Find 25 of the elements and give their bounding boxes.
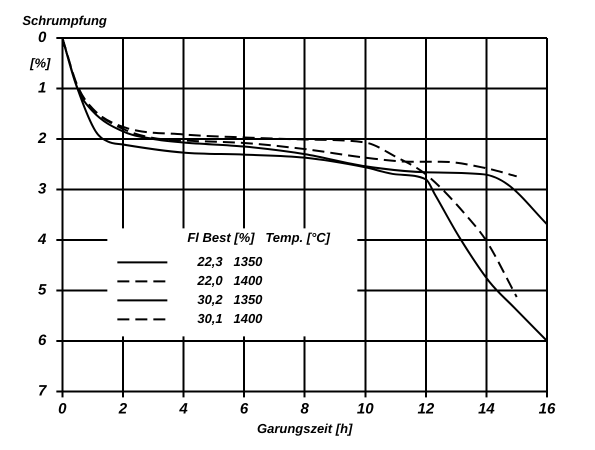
y-tick-label: 5 [38, 282, 47, 299]
y-tick-label: 1 [38, 80, 46, 97]
text: [%] [29, 56, 52, 71]
legend-label: 30,1 1400 [197, 310, 264, 326]
x-tick-label: 16 [538, 400, 556, 418]
x-tick-label: 14 [478, 400, 496, 418]
y-tick-label: 6 [38, 332, 47, 350]
y-tick-label: 0 [38, 29, 47, 46]
x-tick-label: 6 [240, 400, 249, 418]
x-tick-label: 4 [178, 400, 188, 418]
x-axis-title: Garungszeit [h] [257, 420, 354, 436]
legend-title: Fl Best [%] Temp. [°C] [187, 230, 331, 245]
y-tick-label: 4 [37, 231, 47, 248]
x-tick-label: 2 [118, 400, 128, 418]
x-tick-label: 8 [300, 400, 310, 418]
y-tick-label: 7 [38, 382, 47, 400]
y-axis-title: Schrumpfung [22, 13, 107, 28]
x-tick-label: 10 [356, 400, 374, 418]
legend-label: 22,0 1400 [196, 272, 264, 288]
x-tick-label: 0 [58, 400, 68, 418]
x-tick-label: 12 [417, 400, 435, 418]
legend-label: 30,2 1350 [197, 292, 264, 307]
y-tick-label: 3 [38, 180, 47, 198]
y-tick-label: 2 [37, 130, 47, 148]
legend-label: 22,3 1350 [196, 254, 264, 269]
